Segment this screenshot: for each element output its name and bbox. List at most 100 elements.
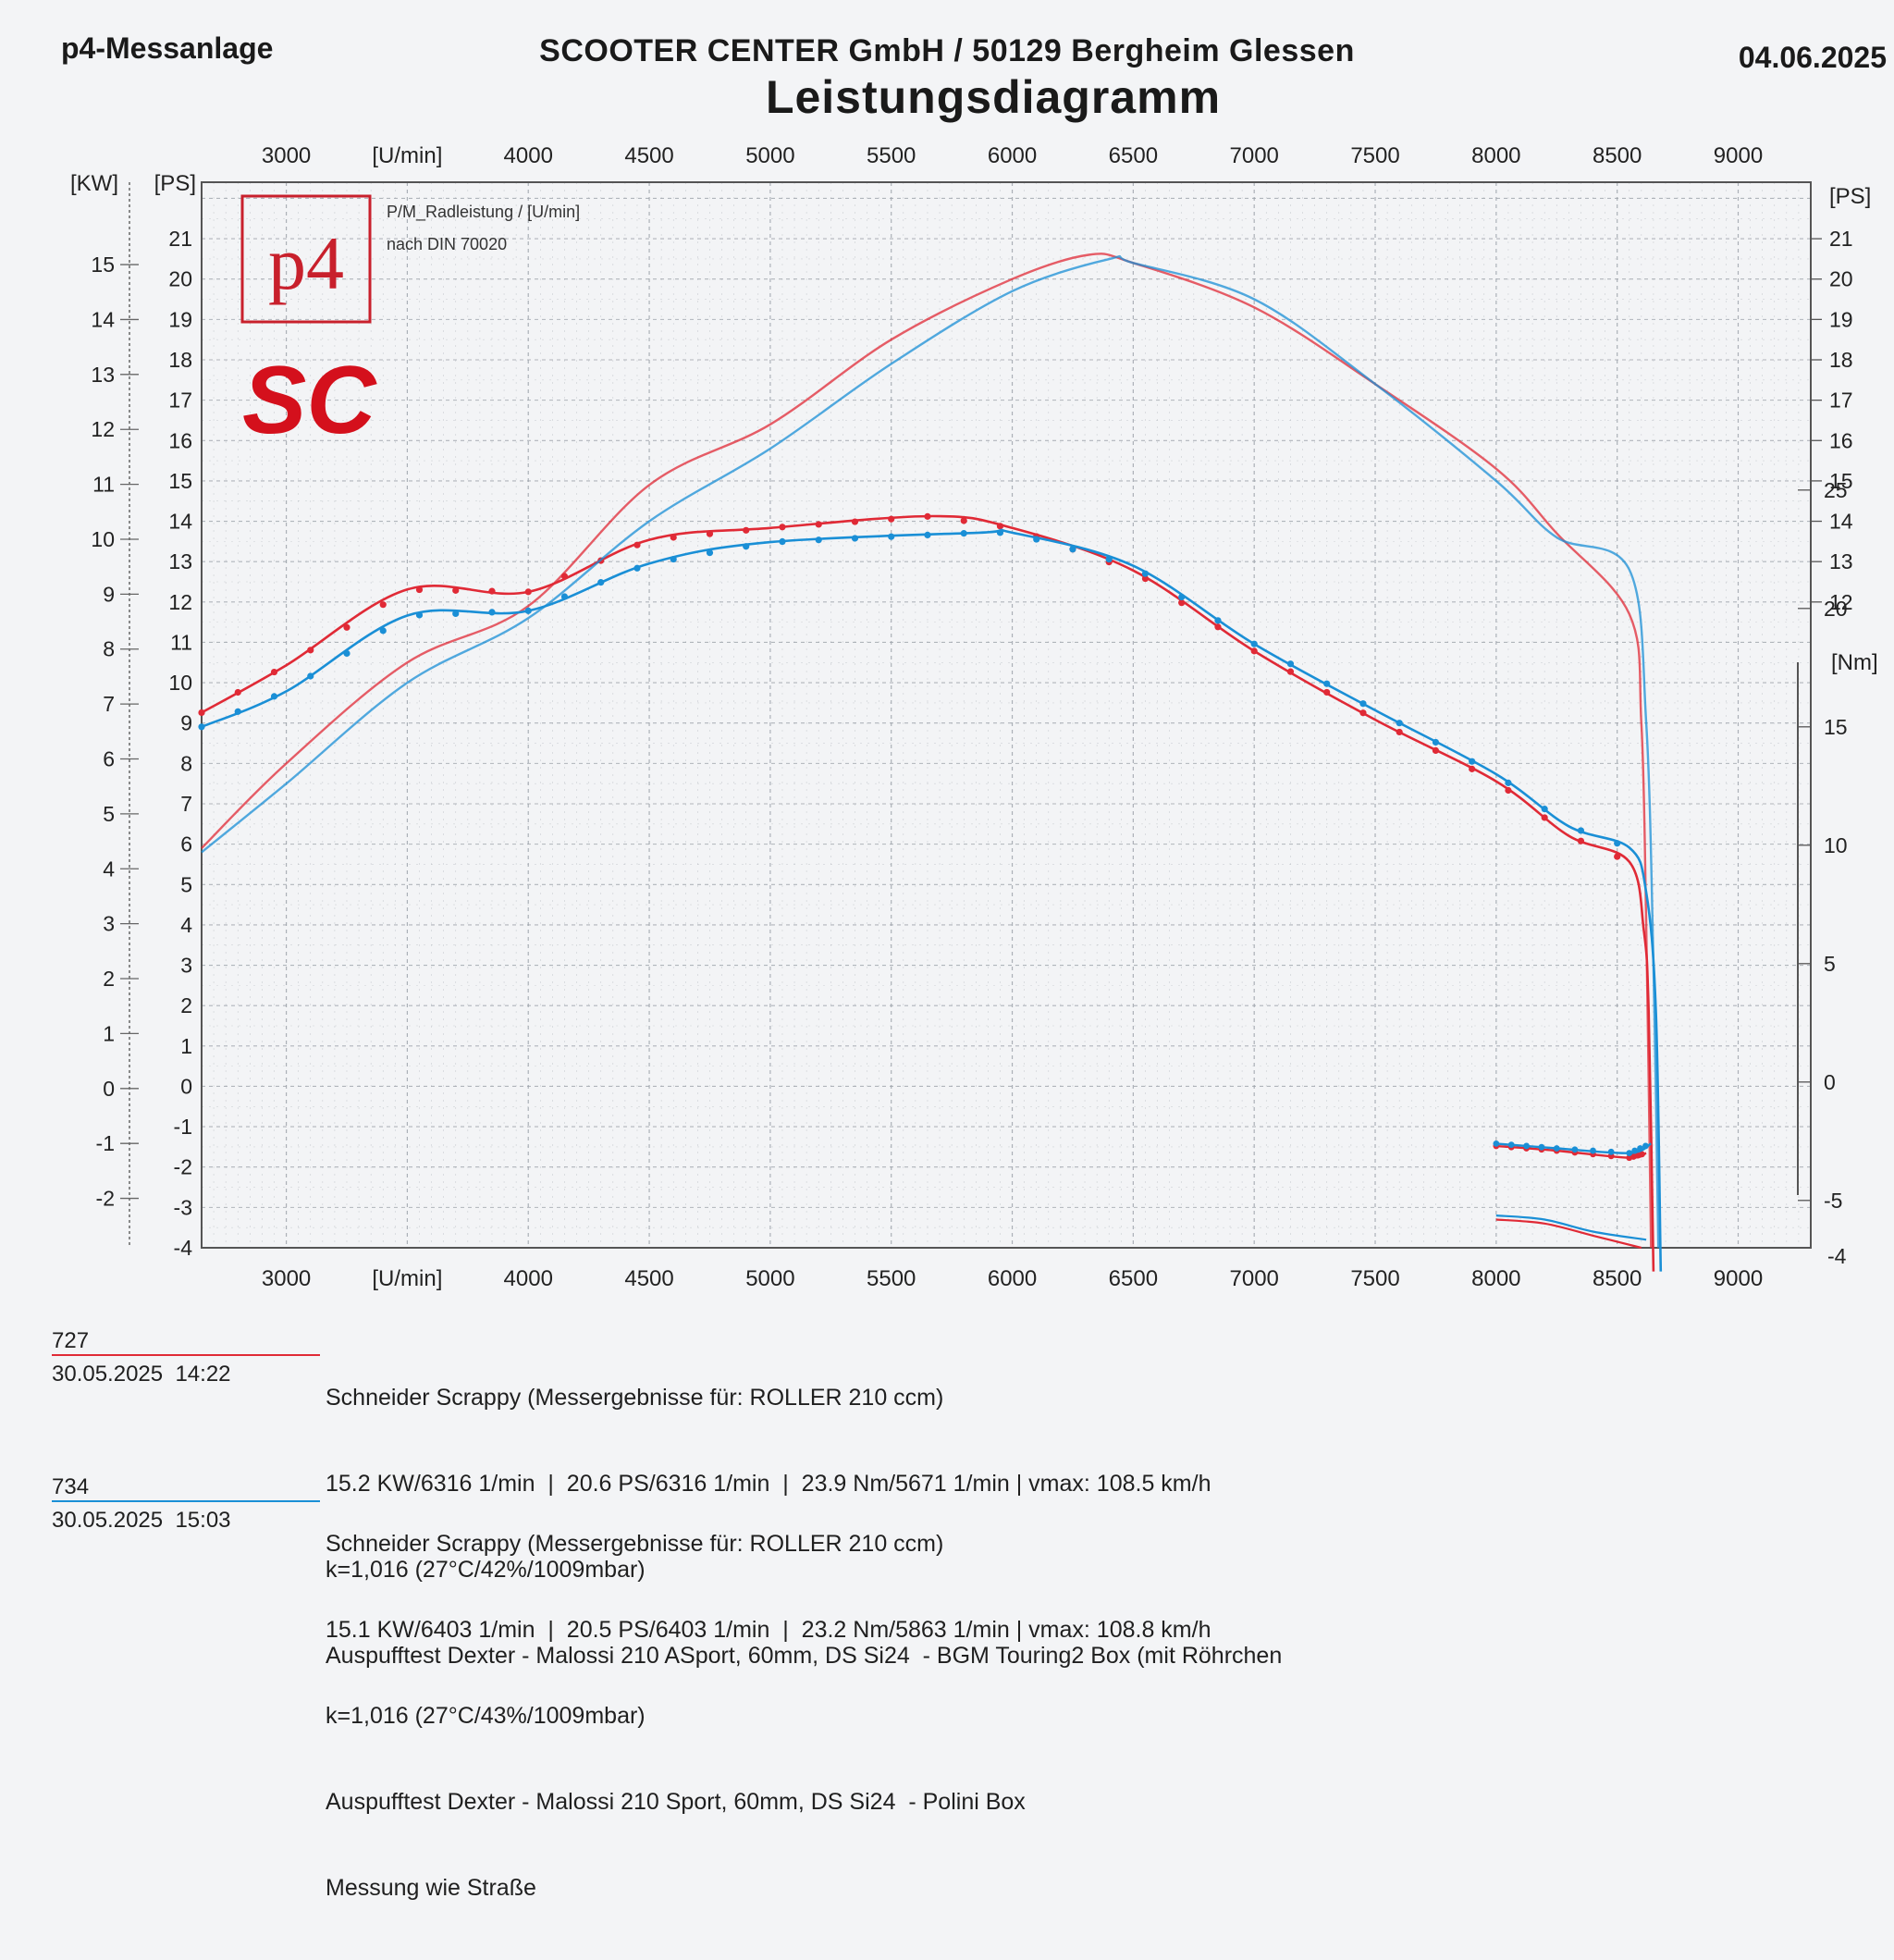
torque-marker-734 xyxy=(1214,617,1222,624)
torque-marker-727 xyxy=(960,517,967,524)
ps-tick: 16 xyxy=(168,428,192,452)
torque-marker-734 xyxy=(307,672,314,680)
run-date: 30.05.2025 14:22 xyxy=(52,1362,231,1387)
torque-marker-734 xyxy=(270,693,278,700)
ps-tick: 10 xyxy=(168,671,192,695)
torque-low-marker-734 xyxy=(1571,1146,1579,1153)
ps-tick: 1 xyxy=(180,1034,192,1058)
torque-marker-727 xyxy=(815,521,822,528)
x-tick-bottom: 8000 xyxy=(1471,1266,1520,1291)
ps-tick: 12 xyxy=(168,590,192,614)
torque-marker-734 xyxy=(415,611,424,619)
torque-marker-734 xyxy=(1033,536,1040,543)
torque-low-marker-734 xyxy=(1493,1140,1500,1147)
x-tick-top: 3000 xyxy=(262,143,311,168)
torque-marker-727 xyxy=(779,524,786,531)
torque-marker-727 xyxy=(1141,574,1150,583)
run-description: Auspufftest Dexter - Malossi 210 Sport, … xyxy=(326,1789,1026,1815)
run-description: Auspufftest Dexter - Malossi 210 ASport,… xyxy=(326,1643,1283,1669)
torque-marker-734 xyxy=(851,535,859,542)
torque-marker-734 xyxy=(488,609,496,616)
kw-tick: 6 xyxy=(103,747,115,771)
series-layer xyxy=(198,253,1663,1272)
torque-marker-727 xyxy=(924,512,931,520)
kw-tick: 12 xyxy=(91,417,115,441)
x-tick-top: 9000 xyxy=(1714,143,1763,168)
ps-tick: 18 xyxy=(168,348,192,372)
torque-marker-734 xyxy=(996,529,1004,536)
torque-marker-727 xyxy=(1469,765,1476,772)
torque-marker-734 xyxy=(343,649,351,658)
torque-marker-734 xyxy=(1396,720,1403,727)
torque-marker-734 xyxy=(379,627,387,635)
kw-tick: 14 xyxy=(91,307,115,331)
torque-marker-734 xyxy=(1359,700,1367,708)
x-tick-bottom: 5500 xyxy=(867,1266,916,1291)
run-peaks: 15.2 KW/6316 1/min | 20.6 PS/6316 1/min … xyxy=(326,1471,1211,1497)
x-tick-top: 6500 xyxy=(1109,143,1158,168)
torque-marker-727 xyxy=(1577,837,1585,844)
x-tick-top: 7000 xyxy=(1230,143,1279,168)
torque-marker-734 xyxy=(888,533,895,540)
torque-low-marker-734 xyxy=(1631,1147,1639,1154)
torque-marker-727 xyxy=(379,601,387,609)
ps-tick: 14 xyxy=(168,510,192,534)
torque-marker-727 xyxy=(1432,746,1440,755)
torque-marker-734 xyxy=(1614,840,1621,847)
x-axis-label-top: [U/min] xyxy=(372,143,442,168)
kw-tick: 0 xyxy=(103,1077,115,1101)
torque-marker-734 xyxy=(1141,570,1150,577)
torque-marker-727 xyxy=(452,586,460,594)
power-low-727 xyxy=(1495,1218,1642,1250)
series-727 xyxy=(198,253,1655,1272)
ps-right-tick: 17 xyxy=(1829,388,1853,413)
kw-tick: 2 xyxy=(103,967,115,991)
x-tick-top: 5000 xyxy=(745,143,794,168)
ps-right-tick: 21 xyxy=(1829,227,1853,251)
header-left: p4-Messanlage xyxy=(61,31,274,65)
torque-marker-727 xyxy=(1614,853,1621,860)
x-tick-top: 7500 xyxy=(1350,143,1399,168)
torque-marker-727 xyxy=(851,518,859,525)
torque-marker-734 xyxy=(1505,779,1512,786)
run-727-info: 727 30.05.2025 14:22 Schneider Scrappy (… xyxy=(52,1326,1531,1669)
ps-tick: -3 xyxy=(174,1195,192,1219)
ps-tick: 2 xyxy=(180,993,192,1017)
kw-tick: 11 xyxy=(92,473,115,497)
ps-tick: -2 xyxy=(174,1155,192,1179)
torque-low-marker-734 xyxy=(1642,1142,1649,1150)
kw-tick: 8 xyxy=(103,637,115,661)
torque-marker-727 xyxy=(415,586,424,594)
nm-tick: -5 xyxy=(1824,1189,1842,1213)
x-tick-bottom: 4500 xyxy=(624,1266,673,1291)
nm-bottom-tick: -4 xyxy=(1827,1244,1847,1268)
run-id: 734 xyxy=(52,1474,90,1499)
x-tick-bottom: 6500 xyxy=(1109,1266,1158,1291)
run-correction: k=1,016 (27°C/42%/1009mbar) xyxy=(326,1557,646,1583)
torque-marker-734 xyxy=(1323,680,1331,687)
torque-marker-727 xyxy=(307,647,314,654)
ps-right-axis-label: [PS] xyxy=(1829,184,1871,209)
torque-marker-727 xyxy=(343,623,351,631)
legend-note-1: P/M_Radleistung / [U/min] xyxy=(387,203,580,222)
legend-note-2: nach DIN 70020 xyxy=(387,235,507,253)
torque-low-727 xyxy=(1495,1144,1647,1159)
torque-marker-734 xyxy=(1432,738,1440,746)
ps-right-tick: 18 xyxy=(1829,348,1853,372)
ps-right-tick: 14 xyxy=(1829,510,1853,534)
x-tick-bottom: 5000 xyxy=(745,1266,794,1291)
torque-marker-734 xyxy=(815,536,822,544)
torque-marker-734 xyxy=(1250,640,1258,647)
torque-marker-727 xyxy=(1214,623,1222,631)
nm-axis-label: [Nm] xyxy=(1831,650,1878,675)
run-734-info: 734 30.05.2025 15:03 Schneider Scrappy (… xyxy=(52,1473,1531,1901)
torque-curve-734 xyxy=(201,528,1663,1272)
run-id: 727 xyxy=(52,1328,90,1353)
ps-tick: -4 xyxy=(174,1236,193,1260)
ps-tick: 5 xyxy=(180,872,192,896)
torque-marker-727 xyxy=(560,573,569,580)
torque-marker-727 xyxy=(706,530,714,537)
ps-tick: 21 xyxy=(168,227,192,251)
x-tick-bottom: 8500 xyxy=(1593,1266,1642,1291)
run-note: Messung wie Straße xyxy=(326,1875,536,1901)
